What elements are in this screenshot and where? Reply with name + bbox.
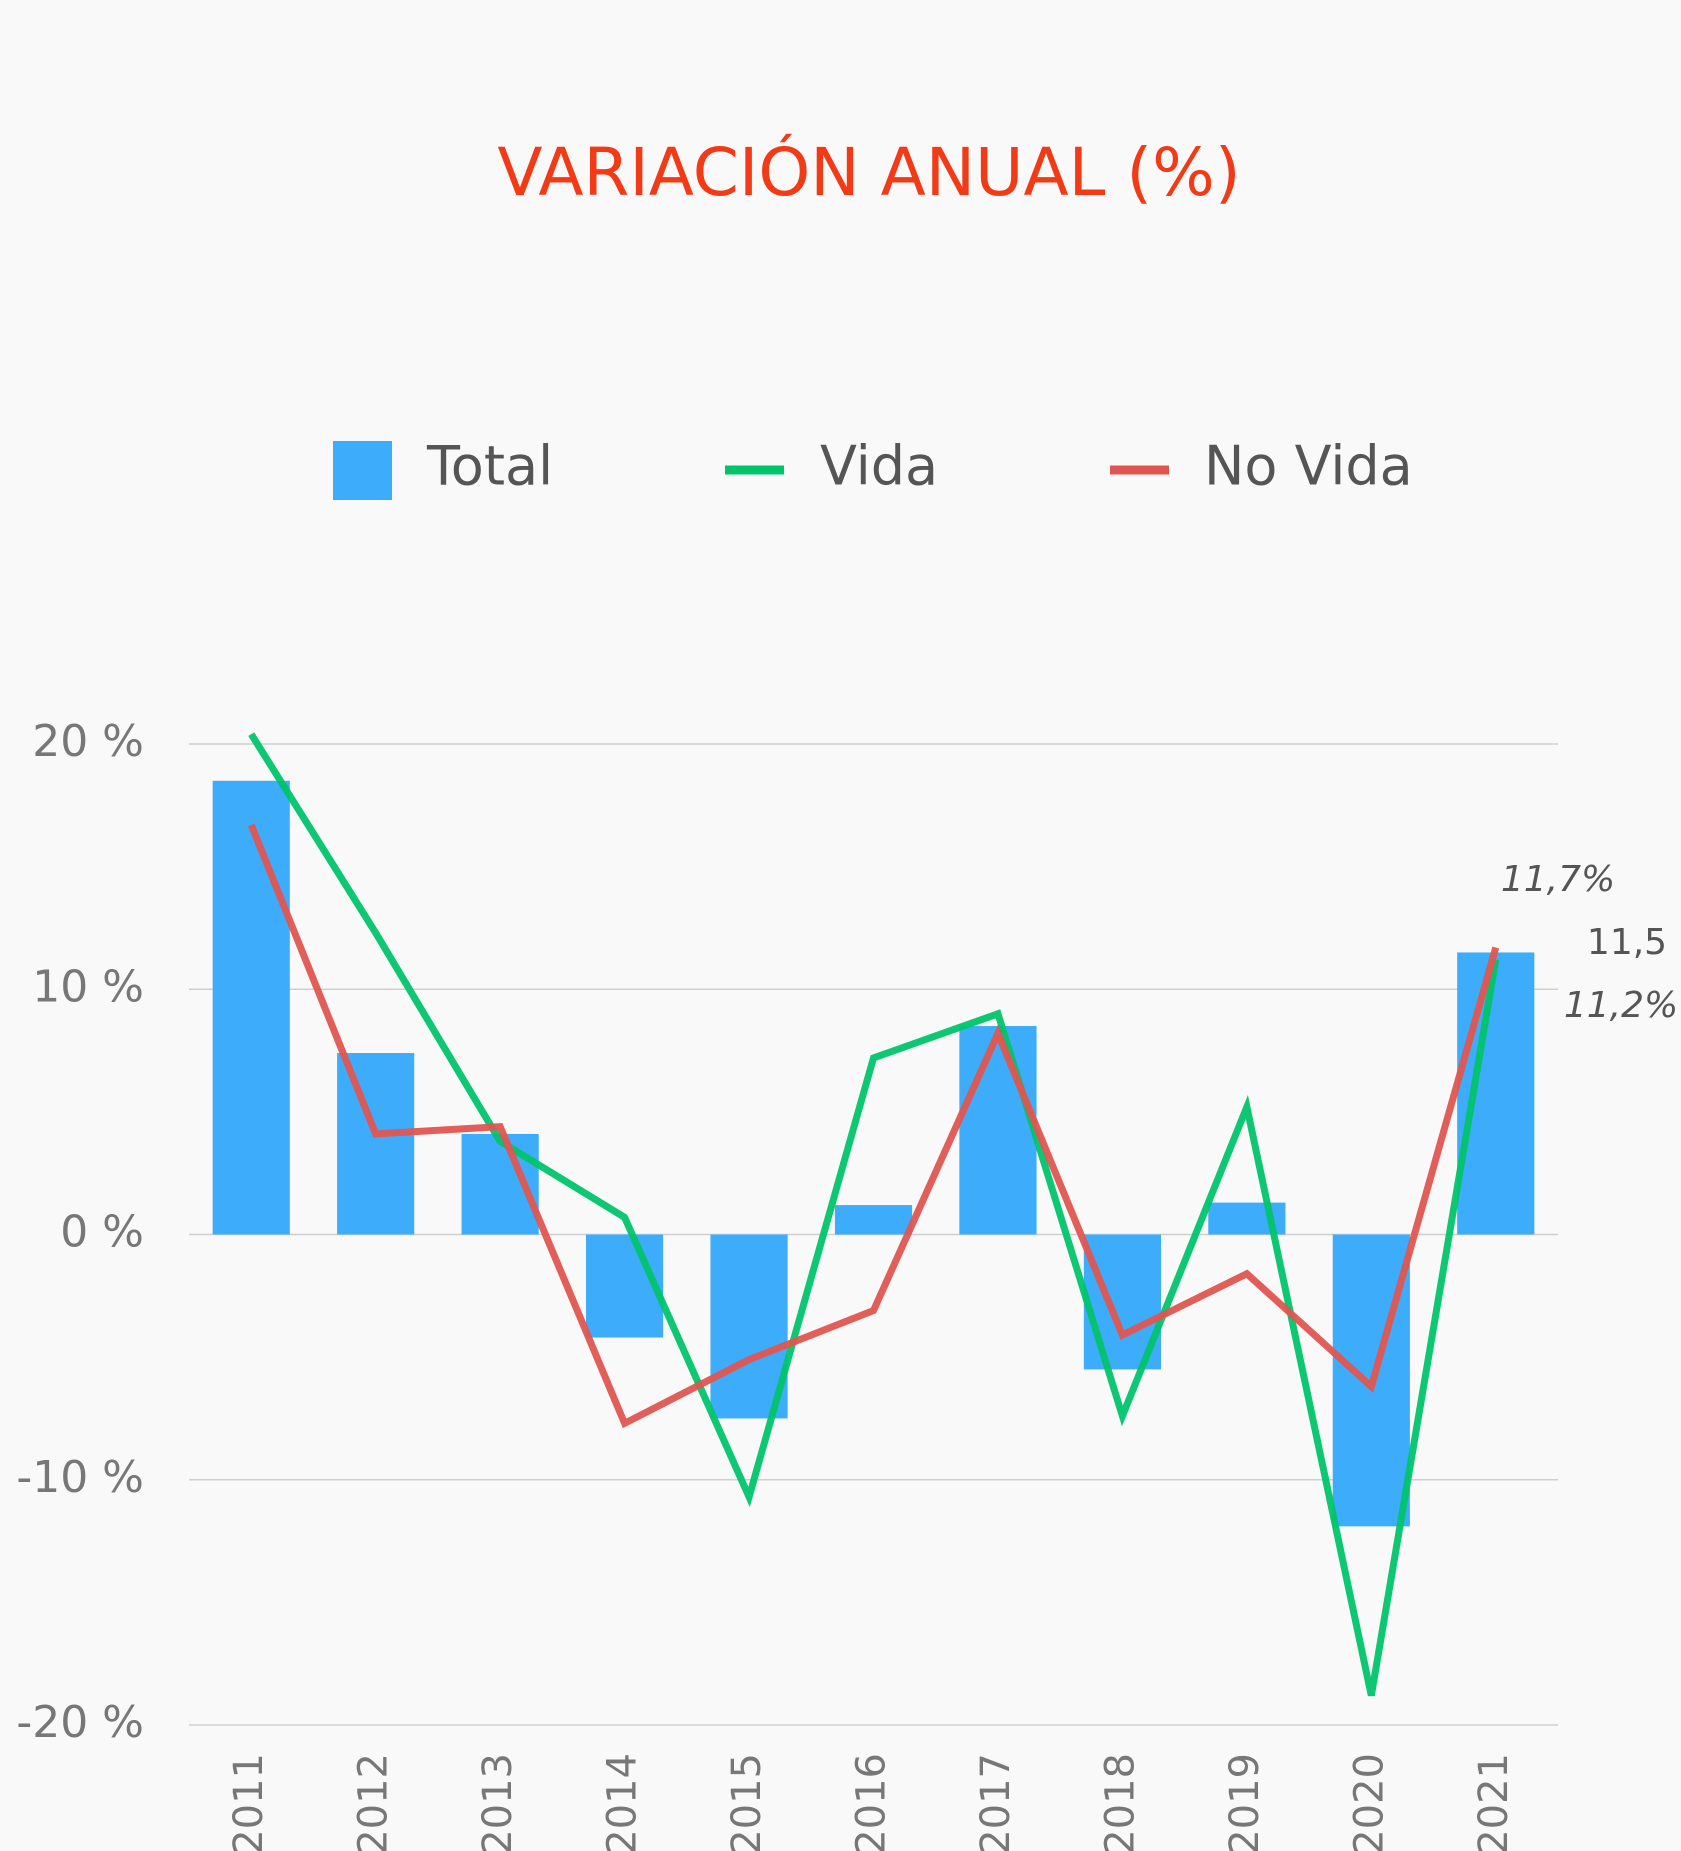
bar <box>586 1234 664 1338</box>
value-label: 11,2% <box>1564 985 1678 1026</box>
line <box>248 732 1500 1697</box>
line <box>247 823 1500 1429</box>
x-tick-label: 2012 <box>351 1753 397 1851</box>
legend-label: Vida <box>820 435 938 498</box>
bar <box>337 1053 415 1235</box>
value-label: 11,5 <box>1587 922 1667 963</box>
legend-label: No Vida <box>1204 435 1413 498</box>
x-tick-label: 2018 <box>1097 1753 1143 1851</box>
x-tick-label: 2019 <box>1222 1753 1268 1851</box>
y-tick-label: 20 % <box>32 716 144 767</box>
chart-title: VARIACIÓN ANUAL (%) <box>497 134 1240 211</box>
y-tick-label: 0 % <box>60 1207 144 1258</box>
x-tick-label: 2020 <box>1346 1753 1392 1851</box>
x-tick-label: 2017 <box>973 1753 1019 1851</box>
legend-label: Total <box>426 435 553 498</box>
x-tick-label: 2011 <box>226 1753 272 1851</box>
bar <box>959 1026 1037 1235</box>
y-tick-label: 10 % <box>32 961 144 1012</box>
x-tick-label: 2013 <box>475 1753 521 1851</box>
y-tick-label: -10 % <box>16 1452 144 1503</box>
bar <box>212 780 290 1235</box>
value-label: 11,7% <box>1501 859 1615 900</box>
x-tick-label: 2016 <box>849 1753 895 1851</box>
bar <box>1457 952 1535 1235</box>
legend-swatch <box>333 441 392 500</box>
x-tick-label: 2015 <box>724 1753 770 1851</box>
y-tick-label: -20 % <box>16 1697 144 1748</box>
x-tick-label: 2014 <box>600 1753 646 1851</box>
bar <box>710 1234 788 1419</box>
bar <box>834 1205 913 1235</box>
x-tick-label: 2021 <box>1471 1753 1517 1851</box>
